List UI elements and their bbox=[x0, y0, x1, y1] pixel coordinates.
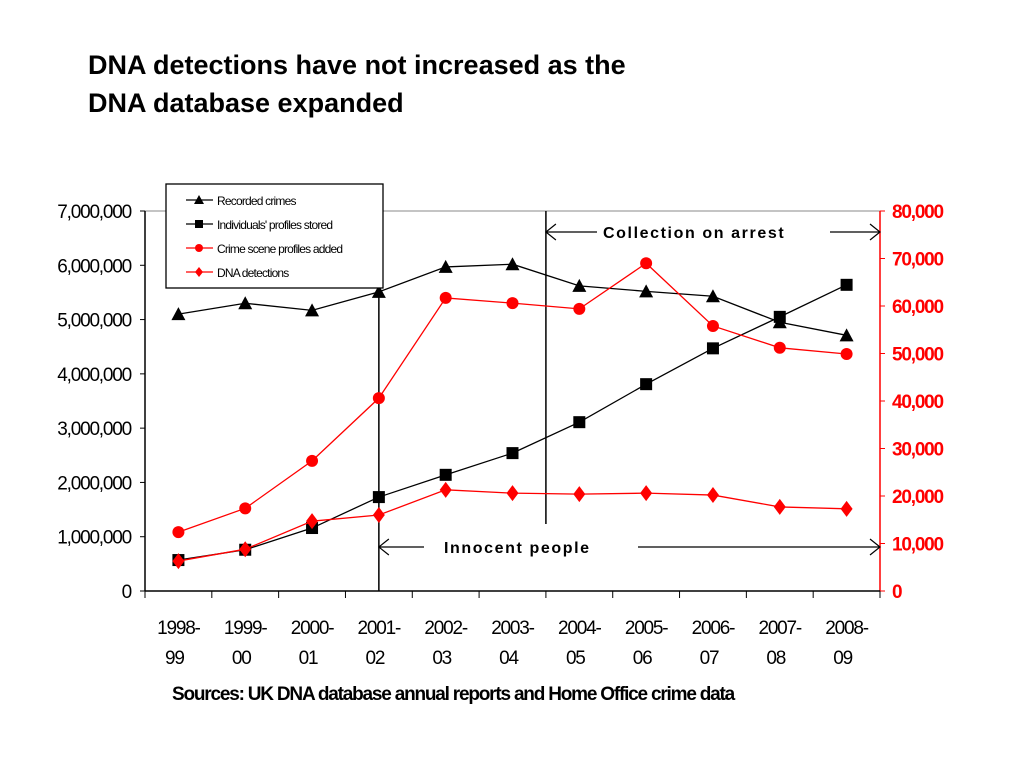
recorded-crimes-marker bbox=[505, 257, 520, 271]
x-tick-label: 04 bbox=[499, 648, 519, 669]
recorded-crimes-marker bbox=[438, 259, 453, 273]
dna-detections-marker bbox=[372, 507, 385, 523]
innocent-people-arrowhead-right bbox=[869, 538, 881, 556]
x-tick-label: 2001- bbox=[358, 618, 401, 639]
left-tick-label: 6,000,000 bbox=[57, 256, 131, 277]
crime-scene-profiles-marker bbox=[506, 297, 519, 310]
x-tick-label: 09 bbox=[833, 648, 852, 669]
profiles-stored-marker bbox=[506, 447, 519, 460]
right-tick-label: 30,000 bbox=[892, 440, 944, 461]
slide-title: DNA detections have not increased as the… bbox=[88, 46, 626, 122]
left-tick-label: 4,000,000 bbox=[57, 365, 131, 386]
crime-scene-profiles-marker bbox=[573, 302, 586, 315]
recorded-crimes-marker bbox=[171, 307, 186, 321]
right-tick-label: 0 bbox=[892, 582, 902, 603]
crime-scene-profiles-marker bbox=[306, 454, 319, 467]
left-tick-label: 2,000,000 bbox=[57, 473, 131, 494]
x-tick-label: 2008- bbox=[825, 618, 868, 639]
dna-detections-marker bbox=[573, 486, 586, 503]
recorded-crimes-marker bbox=[705, 289, 720, 303]
profiles-stored-marker bbox=[372, 491, 385, 504]
left-tick-label: 3,000,000 bbox=[57, 419, 131, 440]
right-tick-label: 60,000 bbox=[892, 297, 944, 318]
dna-detections-marker bbox=[706, 487, 719, 504]
right-tick-label: 80,000 bbox=[892, 202, 944, 223]
legend-diamond-marker bbox=[195, 267, 203, 277]
legend-triangle-marker bbox=[194, 195, 204, 204]
dna-detections-marker bbox=[306, 513, 319, 530]
left-tick-label: 5,000,000 bbox=[57, 311, 131, 332]
right-tick-label: 50,000 bbox=[892, 345, 944, 366]
x-tick-label: 2000- bbox=[291, 618, 334, 639]
x-tick-label: 08 bbox=[766, 648, 785, 669]
dna-detections-marker bbox=[773, 498, 786, 515]
series-line-1 bbox=[178, 284, 847, 561]
innocent-people-label: Innocent people bbox=[444, 540, 591, 557]
innocent-people-arrowhead-left bbox=[377, 538, 390, 556]
collection-on-arrest-arrowhead-right bbox=[869, 223, 881, 241]
x-tick-label: 1999- bbox=[224, 618, 267, 639]
profiles-stored-marker bbox=[706, 342, 719, 355]
recorded-crimes-marker bbox=[238, 296, 253, 310]
crime-scene-profiles-marker bbox=[172, 526, 185, 539]
legend-label: Individuals' profiles stored bbox=[217, 218, 332, 232]
x-tick-label: 02 bbox=[365, 648, 384, 669]
dna-detections-marker bbox=[172, 553, 185, 570]
crime-scene-profiles-marker bbox=[372, 392, 385, 405]
x-tick-label: 06 bbox=[633, 648, 652, 669]
legend-label: Crime scene profiles added bbox=[217, 242, 342, 256]
profiles-stored-marker bbox=[840, 278, 853, 291]
x-tick-label: 1998- bbox=[157, 618, 200, 639]
profiles-stored-marker bbox=[773, 310, 786, 323]
recorded-crimes-marker bbox=[371, 284, 386, 298]
x-tick-label: 05 bbox=[566, 648, 585, 669]
dna-detections-marker bbox=[506, 485, 519, 502]
x-tick-label: 99 bbox=[165, 648, 184, 669]
title-line-2: DNA database expanded bbox=[88, 88, 404, 118]
profiles-stored-marker bbox=[439, 468, 452, 481]
crime-scene-profiles-marker bbox=[840, 347, 853, 360]
right-tick-label: 40,000 bbox=[892, 392, 944, 413]
title-line-1: DNA detections have not increased as the bbox=[88, 50, 626, 80]
dna-detections-marker bbox=[439, 481, 452, 498]
x-tick-label: 07 bbox=[700, 648, 719, 669]
x-tick-label: 2004- bbox=[558, 618, 601, 639]
right-tick-label: 70,000 bbox=[892, 250, 944, 271]
crime-scene-profiles-marker bbox=[640, 257, 653, 270]
recorded-crimes-marker bbox=[839, 328, 854, 342]
x-tick-label: 00 bbox=[232, 648, 251, 669]
right-tick-label: 10,000 bbox=[892, 535, 944, 556]
legend-label: Recorded crimes bbox=[217, 194, 296, 208]
collection-on-arrest-arrowhead-left bbox=[544, 223, 557, 241]
crime-scene-profiles-marker bbox=[773, 341, 786, 354]
profiles-stored-marker bbox=[573, 416, 586, 429]
source-note: Sources: UK DNA database annual reports … bbox=[172, 684, 735, 705]
dna-detections-marker bbox=[840, 500, 853, 517]
x-tick-label: 2006- bbox=[692, 618, 735, 639]
recorded-crimes-marker bbox=[572, 278, 587, 292]
x-tick-label: 2003- bbox=[491, 618, 534, 639]
dna-detections-marker bbox=[239, 541, 252, 558]
x-tick-label: 2007- bbox=[758, 618, 801, 639]
legend-circle-marker bbox=[195, 244, 203, 252]
legend-label: DNA detections bbox=[217, 266, 289, 280]
profiles-stored-marker bbox=[640, 378, 653, 391]
x-tick-label: 2005- bbox=[625, 618, 668, 639]
left-tick-label: 1,000,000 bbox=[57, 528, 131, 549]
x-tick-label: 2002- bbox=[424, 618, 467, 639]
left-tick-label: 7,000,000 bbox=[57, 202, 131, 223]
left-tick-label: 0 bbox=[122, 582, 132, 603]
dna-detections-marker bbox=[640, 485, 653, 502]
recorded-crimes-marker bbox=[305, 303, 320, 317]
x-tick-label: 01 bbox=[299, 648, 318, 669]
recorded-crimes-marker bbox=[639, 284, 654, 298]
x-tick-label: 03 bbox=[432, 648, 451, 669]
collection-on-arrest-label: Collection on arrest bbox=[603, 225, 785, 242]
crime-scene-profiles-marker bbox=[439, 291, 452, 304]
legend-square-marker bbox=[195, 220, 203, 228]
crime-scene-profiles-marker bbox=[239, 502, 252, 515]
crime-scene-profiles-marker bbox=[706, 319, 719, 332]
right-tick-label: 20,000 bbox=[892, 487, 944, 508]
